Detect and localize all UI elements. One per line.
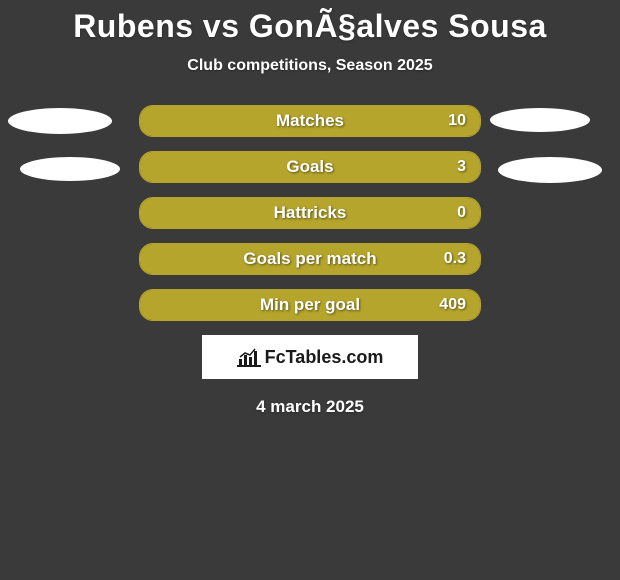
stat-value: 0.3 [444, 244, 466, 274]
stat-row-hattricks: Hattricks 0 [139, 197, 481, 229]
stat-row-matches: Matches 10 [139, 105, 481, 137]
player-left-ellipse-1 [8, 108, 112, 134]
stat-label: Goals per match [140, 244, 480, 274]
subtitle: Club competitions, Season 2025 [0, 57, 620, 75]
stat-bars: Matches 10 Goals 3 Hattricks 0 Goals per… [139, 105, 481, 321]
stat-label: Goals [140, 152, 480, 182]
stat-label: Matches [140, 106, 480, 136]
stat-value: 10 [448, 106, 466, 136]
stats-area: Matches 10 Goals 3 Hattricks 0 Goals per… [0, 105, 620, 417]
chart-icon [237, 347, 261, 367]
stat-row-goals: Goals 3 [139, 151, 481, 183]
player-right-ellipse-2 [498, 157, 602, 183]
player-right-ellipse-1 [490, 108, 590, 132]
branding-box: FcTables.com [202, 335, 418, 379]
stat-row-goals-per-match: Goals per match 0.3 [139, 243, 481, 275]
stat-label: Hattricks [140, 198, 480, 228]
player-left-ellipse-2 [20, 157, 120, 181]
stat-label: Min per goal [140, 290, 480, 320]
date-label: 4 march 2025 [0, 397, 620, 417]
stat-value: 3 [457, 152, 466, 182]
stat-value: 0 [457, 198, 466, 228]
branding-text: FcTables.com [265, 347, 384, 368]
stat-value: 409 [439, 290, 466, 320]
stat-row-min-per-goal: Min per goal 409 [139, 289, 481, 321]
comparison-container: Rubens vs GonÃ§alves Sousa Club competit… [0, 0, 620, 417]
page-title: Rubens vs GonÃ§alves Sousa [0, 8, 620, 45]
